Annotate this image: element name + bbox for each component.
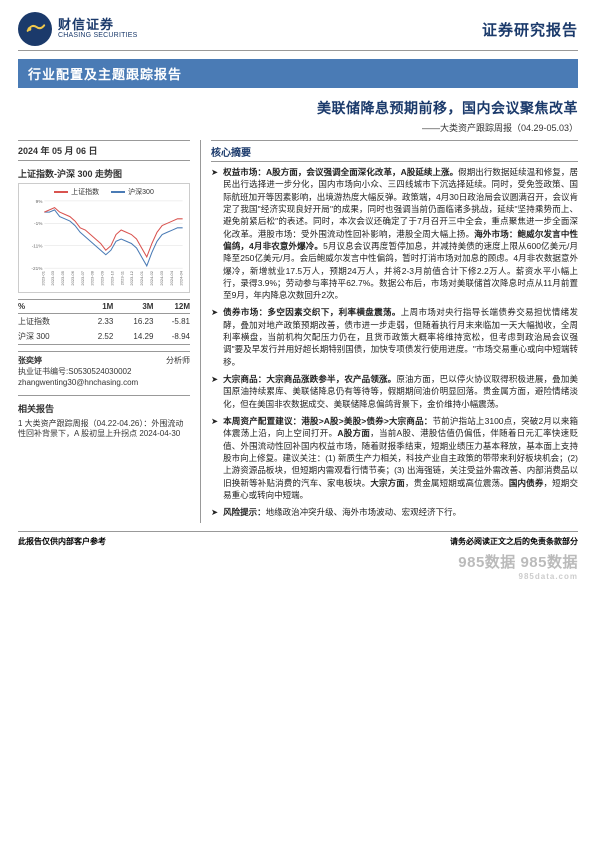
summary-bullet: ➤债券市场：多空因素交织下，利率横盘震荡。上周市场对央行指导长端债券交易担忧情绪… — [211, 306, 578, 368]
title-main: 美联储降息预期前移，国内会议聚焦改革 — [18, 98, 578, 118]
bullet-icon: ➤ — [211, 373, 218, 410]
report-date: 2024 年 05 月 06 日 — [18, 140, 190, 161]
legend-label-1: 沪深300 — [128, 187, 154, 197]
summary-title: 核心摘要 — [211, 140, 578, 162]
category-banner: 行业配置及主题跟踪报告 — [18, 59, 578, 88]
svg-text:2024-01: 2024-01 — [139, 270, 144, 285]
svg-text:2024-04: 2024-04 — [169, 270, 174, 285]
chart-canvas: 9%-1%-11%-21%2023-012023-032023-052023-0… — [22, 199, 186, 289]
svg-text:2023-09: 2023-09 — [100, 270, 105, 285]
th-2: 3M — [113, 300, 153, 314]
svg-text:2024-02: 2024-02 — [149, 271, 154, 286]
table-row: 上证指数 2.33 16.23 -5.81 — [18, 314, 190, 330]
th-3: 12M — [153, 300, 190, 314]
title-sub: ——大类资产跟踪周报（04.29-05.03） — [18, 121, 578, 134]
summary-bullet: ➤大宗商品：大宗商品涨跌参半，农产品领涨。原油方面，巴以停火协议取得积极进展，叠… — [211, 373, 578, 410]
analyst-role: 分析师 — [166, 355, 190, 366]
svg-text:2023-11: 2023-11 — [119, 270, 124, 285]
logo-text-cn: 财信证券 — [58, 18, 137, 32]
svg-text:9%: 9% — [36, 199, 44, 205]
summary-bullet: ➤权益市场：A股方面，会议强调全面深化改革，A股延续上涨。假期出行数据延续温和修… — [211, 166, 578, 301]
bullet-icon: ➤ — [211, 306, 218, 368]
watermark: 985数据 985数据 985data.com — [458, 551, 578, 581]
summary-bullet: ➤本周资产配置建议：港股>A股>美股>债券>大宗商品：节前沪指站上3100点，突… — [211, 415, 578, 501]
summary-column: 核心摘要 ➤权益市场：A股方面，会议强调全面深化改革，A股延续上涨。假期出行数据… — [200, 140, 578, 523]
left-sidebar: 2024 年 05 月 06 日 上证指数-沪深 300 走势图 上证指数 沪深… — [18, 140, 190, 523]
analyst-email: zhangwenting30@hnchasing.com — [18, 377, 190, 388]
analyst-block: 张奕婷 分析师 执业证书编号:S0530524030002 zhangwenti… — [18, 351, 190, 389]
document-type: 证券研究报告 — [482, 19, 578, 40]
chart-legend: 上证指数 沪深300 — [22, 187, 186, 197]
page-footer: 此报告仅供内部客户参考 请务必阅读正文之后的免责条款部分 — [18, 531, 578, 547]
svg-text:-11%: -11% — [32, 244, 43, 250]
svg-text:2023-03: 2023-03 — [50, 270, 55, 285]
svg-text:2023-10: 2023-10 — [109, 270, 114, 285]
analyst-cert: S0530524030002 — [68, 367, 131, 376]
svg-text:2024-03: 2024-03 — [159, 270, 164, 285]
bullet-icon: ➤ — [211, 415, 218, 501]
svg-text:2023-01: 2023-01 — [40, 270, 45, 285]
footer-right: 请务必阅读正文之后的免责条款部分 — [450, 536, 578, 547]
chart-title: 上证指数-沪深 300 走势图 — [18, 167, 190, 180]
svg-text:2023-06: 2023-06 — [70, 270, 75, 285]
logo-mark — [18, 12, 52, 46]
svg-text:2023-05: 2023-05 — [60, 270, 65, 285]
summary-bullet: ➤风险提示：地缘政治冲突升级、海外市场波动、宏观经济下行。 — [211, 506, 578, 518]
svg-text:-1%: -1% — [34, 221, 43, 227]
table-row: 沪深 300 2.52 14.29 -8.94 — [18, 329, 190, 345]
bullet-icon: ➤ — [211, 166, 218, 301]
footer-left: 此报告仅供内部客户参考 — [18, 536, 106, 547]
logo-text-en: CHASING SECURITIES — [58, 32, 137, 40]
th-0: % — [18, 300, 82, 314]
related-report-item: 1 大类资产跟踪周报（04.22-04.26）：外围流动性回补背景下，A 股初显… — [18, 419, 190, 441]
svg-text:2023-12: 2023-12 — [129, 271, 134, 286]
legend-label-0: 上证指数 — [71, 187, 99, 197]
brand-logo: 财信证券 CHASING SECURITIES — [18, 12, 137, 46]
performance-table: % 1M 3M 12M 上证指数 2.33 16.23 -5.81 沪深 300… — [18, 299, 190, 345]
svg-text:2023-08: 2023-08 — [90, 270, 95, 285]
trend-chart: 上证指数 沪深300 9%-1%-11%-21%2023-012023-0320… — [18, 183, 190, 293]
related-reports-title: 相关报告 — [18, 402, 190, 415]
page-header: 财信证券 CHASING SECURITIES 证券研究报告 — [18, 12, 578, 51]
title-block: 美联储降息预期前移，国内会议聚焦改革 ——大类资产跟踪周报（04.29-05.0… — [18, 98, 578, 134]
svg-text:2023-07: 2023-07 — [80, 271, 85, 286]
svg-text:2024-04: 2024-04 — [179, 270, 184, 285]
bullet-icon: ➤ — [211, 506, 218, 518]
th-1: 1M — [82, 300, 113, 314]
analyst-name: 张奕婷 — [18, 355, 42, 366]
